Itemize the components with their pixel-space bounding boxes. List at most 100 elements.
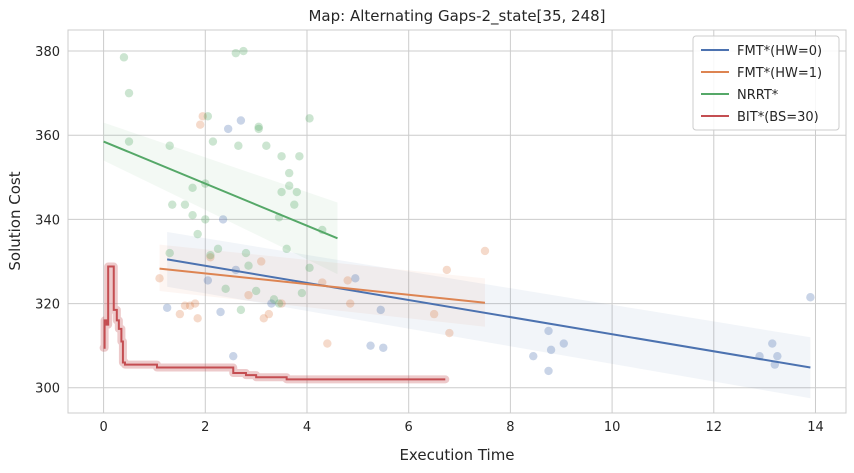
scatter-point	[208, 137, 218, 146]
x-axis-title: Execution Time	[399, 446, 514, 464]
scatter-point	[264, 309, 274, 319]
scatter-point	[366, 341, 375, 350]
scatter-point	[251, 286, 261, 296]
scatter-point	[180, 301, 190, 310]
scatter-point	[168, 200, 177, 209]
y-tick-label: 380	[35, 45, 60, 60]
scatter-points	[119, 46, 815, 376]
fit-line-0	[166, 258, 811, 369]
scatter-point	[529, 351, 538, 361]
legend-label: FMT*(HW=0)	[737, 44, 822, 59]
scatter-point	[206, 250, 215, 260]
scatter-point	[305, 263, 314, 272]
scatter-point	[480, 246, 490, 256]
scatter-point	[544, 326, 553, 336]
confidence-band-2	[103, 122, 338, 275]
scatter-point	[188, 183, 197, 193]
scatter-point	[203, 276, 213, 285]
x-tick-label: 8	[506, 420, 514, 435]
scatter-point	[201, 215, 210, 224]
scatter-point	[203, 112, 213, 121]
x-tick-label: 12	[706, 420, 723, 435]
scatter-point	[218, 215, 228, 224]
scatter-point	[267, 299, 276, 308]
scatter-point	[284, 181, 294, 190]
scatter-point	[165, 248, 174, 258]
scatter-point	[241, 248, 251, 258]
scatter-point	[290, 200, 299, 209]
scatter-point	[323, 339, 332, 348]
x-tick-label: 6	[405, 420, 413, 435]
fit-lines	[99, 140, 811, 384]
x-tick-label: 2	[201, 420, 209, 435]
y-tick-label: 360	[35, 129, 60, 144]
x-tick-labels: 0 2 4 6 8 10 12 14	[99, 420, 823, 435]
scatter-point	[346, 299, 355, 308]
scatter-point	[343, 276, 352, 285]
fit-line-2	[103, 140, 338, 240]
y-tick-label: 340	[35, 213, 60, 228]
scatter-point	[244, 261, 253, 270]
scatter-point	[284, 168, 294, 178]
scatter-point	[257, 257, 266, 266]
scatter-point	[768, 339, 777, 348]
y-axis-title: Solution Cost	[6, 171, 24, 270]
scatter-point	[282, 244, 291, 254]
scatter-point	[193, 314, 202, 323]
scatter-point	[445, 328, 454, 338]
scatter-point	[155, 274, 164, 283]
scatter-point	[223, 124, 233, 134]
scatter-point	[277, 299, 286, 308]
scatter-point	[185, 301, 195, 310]
scatter-point	[546, 345, 556, 355]
scatter-point	[196, 120, 205, 129]
scatter-point	[124, 88, 134, 98]
scatter-point	[175, 309, 185, 319]
scatter-point	[239, 46, 248, 56]
scatter-point	[773, 351, 782, 361]
scatter-point	[119, 53, 129, 62]
scatter-point	[259, 314, 268, 323]
scatter-point	[162, 303, 172, 312]
legend: FMT*(HW=0) FMT*(HW=1) NRRT* BIT*(BS=30)	[692, 35, 840, 131]
scatter-point	[806, 293, 815, 302]
scatter-point	[234, 141, 243, 150]
scatter-point	[188, 210, 197, 220]
scatter-point	[295, 152, 304, 161]
scatter-point	[442, 265, 452, 275]
scatter-point	[206, 253, 215, 262]
scatter-point	[305, 114, 314, 123]
y-tick-labels: 300 320 340 360 380	[35, 45, 60, 397]
scatter-point	[180, 200, 190, 209]
scatter-point	[376, 305, 385, 315]
scatter-point	[229, 351, 238, 361]
scatter-point	[236, 305, 246, 315]
chart-title: Map: Alternating Gaps-2_state[35, 248]	[308, 7, 605, 26]
step-line	[103, 265, 446, 381]
scatter-point	[379, 343, 388, 352]
legend-box	[692, 35, 840, 131]
legend-label: BIT*(BS=30)	[737, 110, 819, 125]
scatter-point	[236, 116, 246, 125]
scatter-point	[254, 122, 263, 132]
scatter-point	[351, 274, 360, 283]
scatter-point	[213, 244, 223, 254]
scatter-point	[165, 141, 174, 150]
confidence-band-0	[167, 232, 811, 399]
scatter-point	[292, 187, 302, 197]
scatter-point	[544, 366, 553, 376]
scatter-point	[244, 290, 253, 300]
scatter-point	[221, 284, 230, 294]
scatter-point	[429, 309, 439, 319]
scatter-point	[190, 299, 200, 308]
scatter-point	[198, 112, 207, 121]
scatter-point	[193, 229, 202, 239]
x-tick-label: 14	[807, 420, 824, 435]
scatter-point	[269, 295, 279, 304]
scatter-point	[254, 124, 263, 134]
scatter-point	[274, 299, 284, 308]
plot-border	[67, 29, 847, 414]
scatter-point	[216, 307, 225, 317]
y-tick-label: 300	[35, 382, 60, 397]
